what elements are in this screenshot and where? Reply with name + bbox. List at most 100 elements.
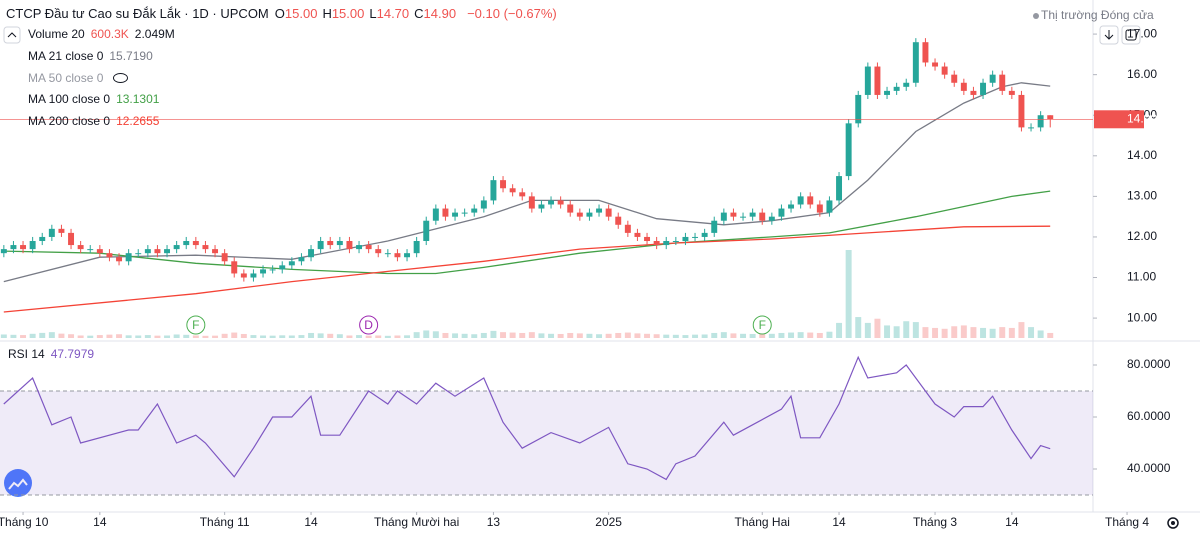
volume-bar bbox=[778, 332, 785, 338]
symbol-title: CTCP Đầu tư Cao su Đắk Lắk · 1D · UPCOM bbox=[6, 6, 269, 21]
candle-body bbox=[989, 74, 996, 83]
volume-bar bbox=[749, 333, 756, 338]
event-marker bbox=[359, 315, 379, 335]
volume-bar bbox=[173, 334, 180, 338]
candle-body bbox=[327, 241, 334, 246]
settings-gear[interactable] bbox=[1167, 517, 1179, 529]
event-label: F bbox=[759, 318, 766, 332]
candle-body bbox=[144, 249, 151, 254]
legend-value: 47.7979 bbox=[50, 347, 95, 361]
volume-bar bbox=[58, 333, 65, 338]
volume-bar bbox=[221, 333, 228, 338]
candle-body bbox=[250, 273, 257, 278]
last-price-label: 14.90 bbox=[1127, 111, 1157, 125]
volume-bar bbox=[298, 335, 305, 338]
volume-bar bbox=[644, 333, 651, 338]
legend-value: 12.2655 bbox=[116, 113, 160, 128]
candle-body bbox=[125, 253, 132, 262]
candle-body bbox=[855, 94, 862, 124]
candle-body bbox=[298, 257, 305, 262]
volume-bar bbox=[106, 334, 113, 338]
scroll-down-button[interactable] bbox=[1099, 25, 1119, 45]
reset-button[interactable] bbox=[1121, 25, 1141, 45]
volume-bar bbox=[336, 334, 343, 338]
candle-body bbox=[96, 249, 103, 254]
volume-bar bbox=[404, 335, 411, 338]
volume-bar bbox=[826, 331, 833, 338]
logo[interactable] bbox=[4, 469, 32, 497]
candle-body bbox=[1008, 90, 1015, 95]
candle-body bbox=[980, 82, 987, 95]
candle-body bbox=[509, 188, 516, 193]
volume-bar bbox=[941, 328, 948, 338]
y-tick-label: 14.00 bbox=[1127, 148, 1157, 162]
event-label: D bbox=[364, 318, 373, 332]
candle-body bbox=[557, 200, 564, 205]
y-tick-label: 12.00 bbox=[1127, 229, 1157, 243]
candle-body bbox=[845, 123, 852, 177]
volume-bar bbox=[509, 332, 516, 338]
volume-bar bbox=[202, 335, 209, 338]
candle-body bbox=[154, 249, 161, 254]
candle-body bbox=[135, 253, 142, 255]
volume-bar bbox=[68, 334, 75, 338]
x-tick-label: 14 bbox=[304, 515, 318, 529]
ma-legend: MA 100 close 0 13.1301 bbox=[28, 92, 159, 106]
x-tick-label: 14 bbox=[832, 515, 846, 529]
rsi-line bbox=[3, 355, 1051, 481]
volume-bar bbox=[317, 333, 324, 338]
volume-bar bbox=[989, 328, 996, 338]
volume-bar bbox=[922, 327, 929, 338]
ma-line bbox=[3, 82, 1051, 283]
volume-bar bbox=[442, 332, 449, 338]
candle-body bbox=[634, 232, 641, 237]
volume-bar bbox=[308, 332, 315, 338]
volume-bar bbox=[212, 335, 219, 338]
volume-bar bbox=[682, 335, 689, 338]
volume-bar bbox=[269, 335, 276, 338]
volume-bar bbox=[711, 332, 718, 338]
legend-name: MA 200 close 0 bbox=[28, 113, 111, 128]
legend-name: MA 21 close 0 bbox=[28, 49, 104, 63]
y-tick-label: 13.00 bbox=[1127, 189, 1157, 203]
volume-bar bbox=[576, 333, 583, 338]
candle-body bbox=[221, 253, 228, 262]
volume-bar bbox=[20, 335, 27, 338]
candle-body bbox=[730, 212, 737, 217]
candle-body bbox=[39, 236, 46, 242]
volume-bar bbox=[970, 327, 977, 338]
candle-body bbox=[960, 82, 967, 91]
volume-bar bbox=[125, 335, 132, 338]
candle-body bbox=[308, 249, 315, 258]
ma-legend: MA 21 close 0 15.7190 bbox=[28, 49, 153, 63]
candle-body bbox=[490, 180, 497, 201]
market-status: Thị trường Đóng cửa bbox=[1041, 8, 1154, 22]
volume-bar bbox=[634, 333, 641, 338]
volume-bar bbox=[845, 250, 852, 338]
volume-bar bbox=[932, 327, 939, 338]
candle-body bbox=[653, 241, 660, 246]
candle-body bbox=[452, 212, 459, 217]
candle-body bbox=[720, 212, 727, 221]
volume-bar bbox=[432, 331, 439, 338]
volume-bar bbox=[480, 332, 487, 338]
candle-body bbox=[644, 236, 651, 242]
rsi-y-tick-label: 80.0000 bbox=[1127, 357, 1171, 371]
candle-body bbox=[77, 245, 84, 250]
candle-body bbox=[567, 204, 574, 213]
volume-bar bbox=[692, 334, 699, 338]
candle-body bbox=[183, 241, 190, 246]
ohlc-value: 15.00 bbox=[331, 6, 365, 21]
candle-body bbox=[404, 253, 411, 258]
collapse-button[interactable] bbox=[3, 26, 21, 44]
candle-body bbox=[1047, 115, 1054, 120]
volume-bar bbox=[912, 322, 919, 338]
y-tick-label: 11.00 bbox=[1127, 270, 1156, 284]
volume-bar bbox=[39, 332, 46, 338]
candle-body bbox=[788, 204, 795, 209]
x-tick-label: 14 bbox=[93, 515, 107, 529]
hidden-icon bbox=[113, 72, 129, 83]
volume-bar bbox=[394, 335, 401, 338]
candle-body bbox=[826, 200, 833, 213]
